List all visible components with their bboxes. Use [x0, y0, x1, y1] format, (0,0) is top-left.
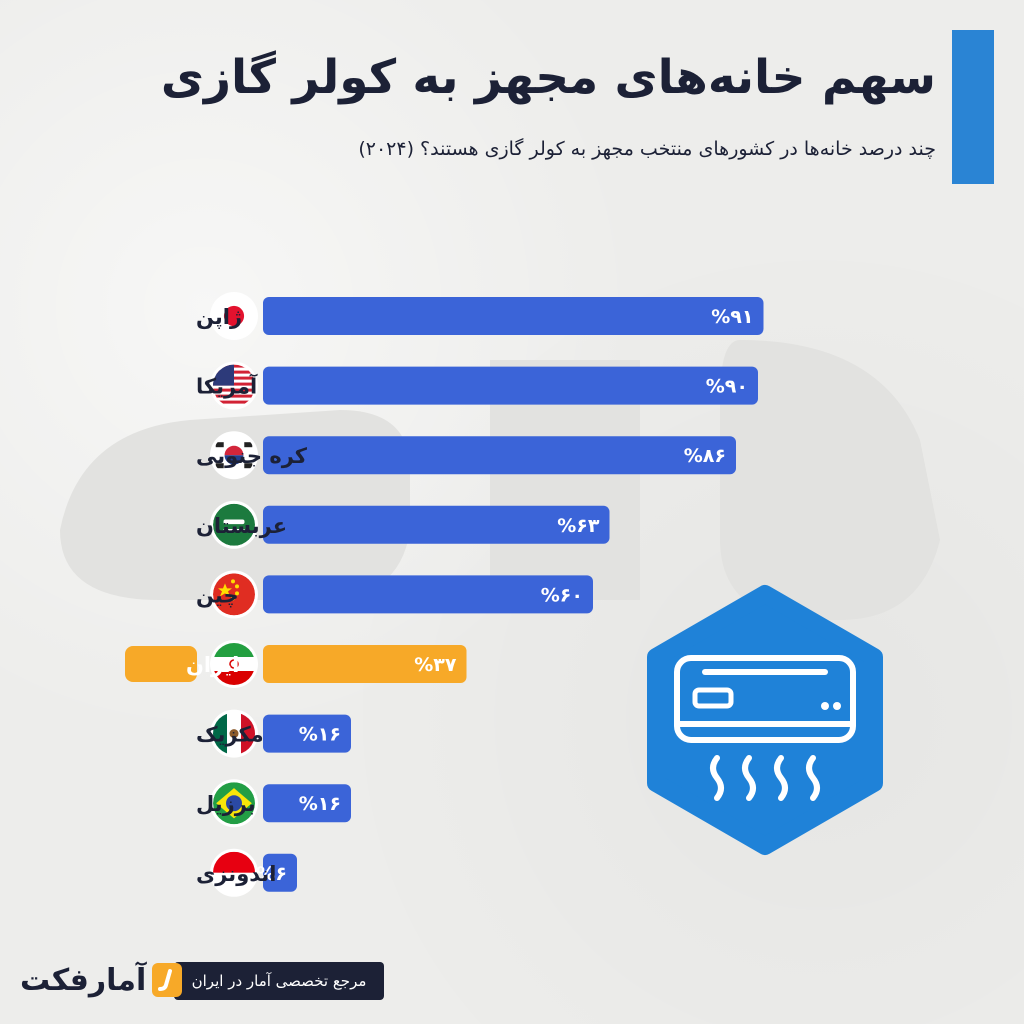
bar-6: [263, 645, 467, 683]
indonesia-flag-icon: [210, 848, 258, 897]
flags-layer: [210, 292, 258, 897]
bar-value-label: %۹۰: [706, 376, 748, 398]
bar-value-label: %۶۳: [557, 515, 600, 537]
iran-flag-icon: [210, 640, 258, 688]
bar-8: [263, 784, 351, 823]
category-label: آمریکا: [196, 374, 258, 399]
category-label: ژاپن: [196, 305, 242, 329]
bar-9: [263, 853, 297, 892]
bar-2: [263, 366, 758, 405]
saudi-arabia-flag-icon: [210, 500, 258, 549]
category-label: کره جنوبی: [196, 444, 308, 468]
bars-layer: [263, 297, 764, 892]
bar-value-label: %۹۱: [711, 306, 753, 328]
category-label: ایران: [186, 653, 239, 677]
page-title: سهم خانه‌های مجهز به کولر گازی: [160, 50, 936, 105]
footer-tagline: مرجع تخصصی آمار در ایران: [174, 962, 384, 1000]
bar-value-label: %۸۶: [684, 445, 726, 467]
highlight-label-box: [125, 646, 197, 682]
bar-value-label: %۶: [256, 863, 287, 885]
logo-mark-icon: [152, 963, 183, 997]
category-label: مکزیک: [196, 723, 264, 747]
logo-text: آمارفکت: [20, 962, 147, 998]
japan-flag-icon: [210, 292, 258, 340]
south-korea-flag-icon: [210, 431, 258, 480]
usa-flag-icon: [210, 361, 258, 410]
bar-value-label: %۶۰: [541, 584, 583, 606]
category-label: چین: [196, 583, 239, 607]
china-flag-icon: [210, 570, 258, 619]
bar-1: [263, 297, 764, 335]
bar-value-label: %۳۷: [414, 654, 457, 676]
mexico-flag-icon: [210, 709, 258, 758]
bar-value-label: %۱۶: [299, 724, 341, 746]
brand-logo: آمارفکت: [20, 958, 183, 1002]
bar-7: [263, 714, 351, 753]
category-label: عربستان: [196, 514, 287, 538]
category-label: برزیل: [196, 792, 256, 816]
bar-value-label: %۱۶: [299, 793, 341, 815]
bar-5: [263, 575, 593, 614]
labels-layer: %۹۱ ژاپن %۹۰ آمریکا %۸۶ کره جنوبی %۶۳ عربستان %۶…: [125, 305, 754, 886]
page-subtitle: چند درصد خانه‌ها در کشورهای منتخب مجهز ب…: [358, 138, 936, 160]
accent-bar: [952, 30, 994, 184]
air-conditioner-icon: [647, 585, 883, 855]
brazil-flag-icon: [210, 779, 258, 828]
bar-3: [263, 436, 736, 475]
category-label: اندونزی: [196, 862, 276, 886]
bar-4: [263, 505, 610, 544]
